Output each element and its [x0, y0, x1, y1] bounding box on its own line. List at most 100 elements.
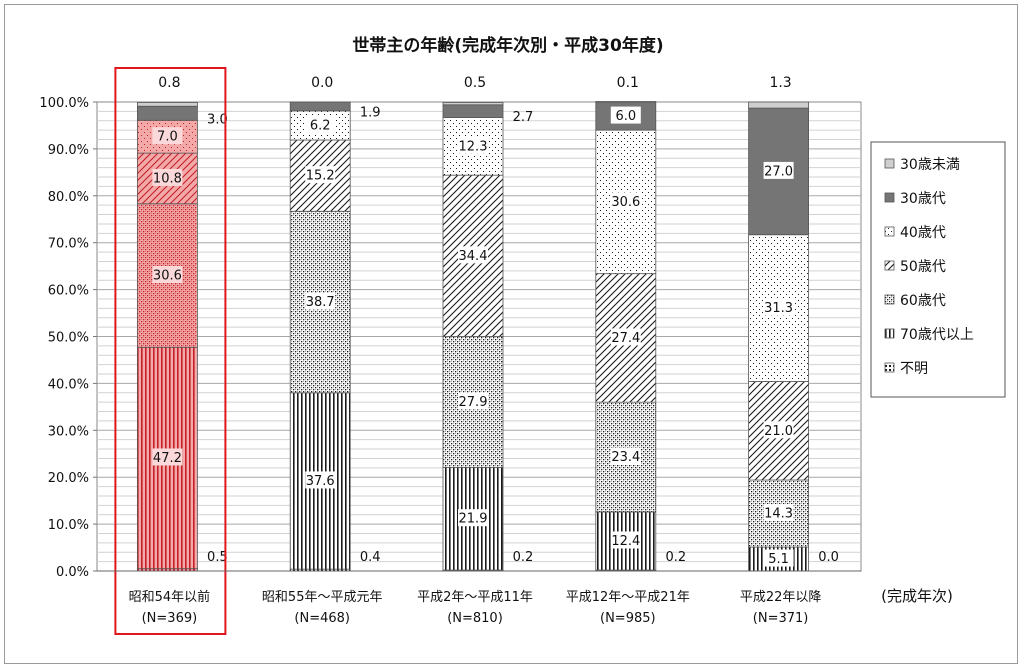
y-tick-label: 100.0%	[39, 96, 89, 111]
data-label-box	[152, 127, 183, 145]
data-label-unknown: 0.4	[360, 550, 381, 565]
legend-label: 30歳未満	[900, 157, 960, 173]
data-label-under30: 0.8	[158, 75, 180, 91]
legend-label: 40歳代	[900, 225, 946, 241]
data-label: 15.2	[306, 169, 335, 184]
data-label-unknown: 0.0	[818, 550, 839, 565]
bar-segment	[442, 102, 504, 106]
bar-segment	[136, 102, 198, 107]
data-label: 12.3	[459, 139, 488, 154]
data-label-unknown: 0.2	[665, 550, 686, 565]
data-label: 31.3	[764, 301, 793, 316]
y-tick-label: 10.0%	[48, 518, 89, 533]
data-label-box	[610, 328, 641, 346]
y-tick-label: 30.0%	[48, 424, 89, 439]
bar-segment	[442, 104, 504, 118]
legend-label: 70歳代以上	[900, 327, 974, 343]
category-label: 昭和54年以前	[129, 589, 211, 605]
data-label-under30: 0.1	[617, 75, 639, 91]
data-label: 21.0	[764, 424, 793, 439]
data-label-under30: 0.0	[311, 75, 333, 91]
data-label: 7.0	[157, 130, 178, 145]
data-label: 27.9	[459, 395, 488, 410]
bar-segment	[289, 101, 351, 112]
legend-label: 50歳代	[900, 259, 946, 275]
chart-frame: 世帯主の年齢(完成年次別・平成30年度) 0.0% 10.0% 20.0% 30.0% 4…	[4, 4, 1018, 664]
legend-swatch	[884, 226, 895, 237]
legend-label: 30歳代	[900, 191, 946, 207]
data-label-box	[458, 392, 488, 410]
data-label-box	[305, 115, 336, 133]
category-label: 平成12年～平成21年	[566, 590, 690, 605]
category-n-label: (N=468)	[294, 611, 350, 626]
data-label: 12.4	[611, 534, 640, 549]
legend-swatch	[884, 192, 895, 203]
data-label: 10.8	[153, 171, 182, 186]
data-label-box	[763, 549, 794, 567]
data-label-box	[458, 509, 488, 527]
data-label-box	[610, 531, 641, 549]
data-label: 5.1	[768, 552, 789, 567]
chart-title: 世帯主の年齢(完成年次別・平成30年度)	[352, 35, 663, 56]
data-label-unknown: 0.2	[513, 550, 534, 565]
data-label: 6.2	[310, 118, 331, 133]
y-tick-label: 40.0%	[48, 377, 89, 392]
data-label-box	[610, 192, 641, 210]
data-label: 34.4	[459, 249, 488, 264]
y-tick-label: 50.0%	[48, 331, 89, 346]
legend-swatch	[884, 362, 895, 373]
data-label: 2.7	[513, 110, 534, 125]
bar-segment	[748, 101, 809, 109]
data-label-box	[763, 504, 794, 522]
x-axis-title: (完成年次)	[881, 587, 953, 605]
legend-label: 60歳代	[900, 293, 946, 309]
data-label: 30.6	[611, 195, 640, 210]
data-label-box	[458, 246, 488, 264]
category-n-label: (N=369)	[142, 611, 198, 626]
category-label: 平成2年～平成11年	[417, 590, 533, 605]
data-label-box	[305, 471, 336, 489]
data-label: 6.0	[615, 109, 636, 124]
bar-segment	[136, 105, 198, 121]
y-tick-label: 0.0%	[56, 565, 89, 580]
category-n-label: (N=810)	[447, 611, 503, 626]
data-label-under30: 1.3	[769, 75, 791, 91]
legend-label: 不明	[900, 361, 928, 377]
legend-swatch	[884, 158, 895, 169]
legend-swatch	[884, 294, 895, 305]
data-label-box	[305, 166, 336, 184]
y-tick-label: 70.0%	[48, 237, 89, 252]
data-label-box	[458, 136, 488, 154]
data-label: 1.9	[360, 105, 381, 120]
data-label-unknown: 0.5	[207, 550, 228, 565]
data-label-box	[152, 448, 183, 466]
y-tick-label: 80.0%	[48, 190, 89, 205]
data-label-box	[152, 266, 183, 284]
data-label-box	[763, 161, 794, 179]
category-label: 平成22年以降	[740, 590, 822, 605]
legend-swatch	[884, 260, 895, 271]
category-label: 昭和55年～平成元年	[262, 590, 383, 605]
y-tick-label: 90.0%	[48, 143, 89, 158]
data-label-box	[305, 292, 336, 310]
category-n-label: (N=985)	[600, 611, 656, 626]
data-label: 23.4	[611, 450, 640, 465]
data-label: 37.6	[306, 474, 335, 489]
data-label-under30: 0.5	[464, 75, 486, 91]
data-label-box	[763, 298, 794, 316]
data-label: 30.6	[153, 269, 182, 284]
highlight-box	[114, 67, 227, 635]
data-label-box	[763, 421, 794, 439]
data-label-box	[152, 168, 183, 186]
bar-segment	[595, 273, 657, 403]
data-label: 38.7	[306, 295, 335, 310]
data-label-box	[610, 447, 641, 465]
y-tick-label: 60.0%	[48, 284, 89, 299]
data-label: 3.0	[207, 112, 228, 127]
stacked-bar-chart: 世帯主の年齢(完成年次別・平成30年度) 0.0% 10.0% 20.0% 30.0% 4…	[39, 35, 1006, 635]
data-label-box	[610, 106, 641, 124]
y-tick-label: 20.0%	[48, 471, 89, 486]
data-label: 14.3	[764, 507, 793, 522]
data-label: 47.2	[153, 451, 182, 466]
